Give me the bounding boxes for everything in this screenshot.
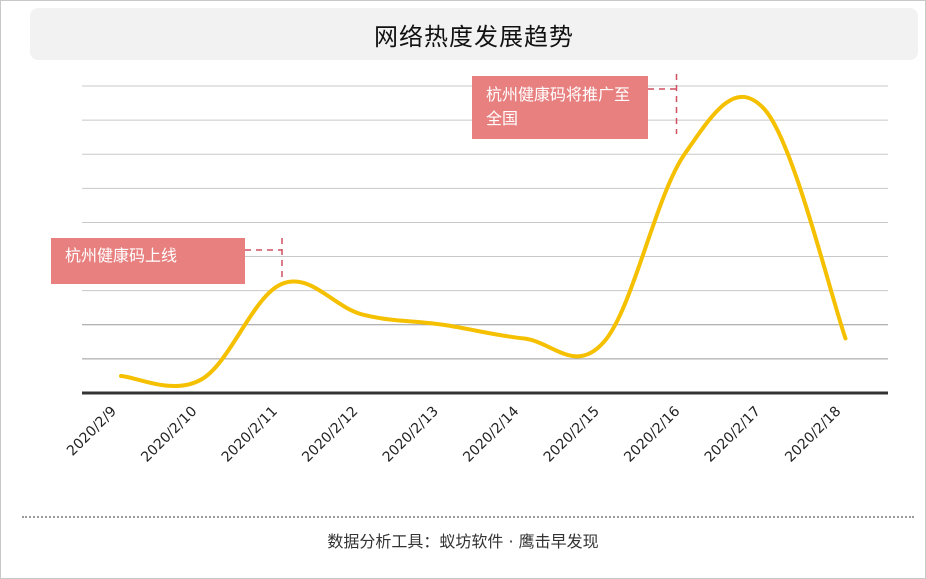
title-bar: 网络热度发展趋势 <box>30 8 918 60</box>
footer-source: 数据分析工具：蚁坊软件 · 鹰击早发现 <box>327 532 599 551</box>
annotation-nationwide: 杭州健康码将推广至全国 <box>472 76 648 139</box>
chart-title: 网络热度发展趋势 <box>374 22 574 51</box>
annotation-launch: 杭州健康码上线 <box>51 238 245 284</box>
x-tick-label: 2020/2/13 <box>380 404 442 466</box>
x-tick-labels: 2020/2/9 2020/2/10 2020/2/11 2020/2/12 2020/… <box>64 403 844 465</box>
series-line <box>119 94 848 389</box>
x-tick-label: 2020/2/11 <box>219 404 281 466</box>
annotation-leaders <box>245 74 678 284</box>
x-tick-label: 2020/2/9 <box>64 404 120 460</box>
x-tick-label: 2020/2/17 <box>702 404 764 466</box>
x-tick-label: 2020/2/14 <box>460 403 522 465</box>
annotation-nationwide-text: 杭州健康码将推广至全国 <box>486 85 631 128</box>
x-tick-label: 2020/2/15 <box>541 404 603 466</box>
x-tick-label: 2020/2/18 <box>782 404 844 466</box>
x-tick-label: 2020/2/10 <box>138 404 200 466</box>
footer-divider <box>22 516 914 518</box>
x-tick-label: 2020/2/16 <box>621 403 683 465</box>
x-tick-label: 2020/2/12 <box>299 404 361 466</box>
annotation-launch-text: 杭州健康码上线 <box>65 246 178 265</box>
